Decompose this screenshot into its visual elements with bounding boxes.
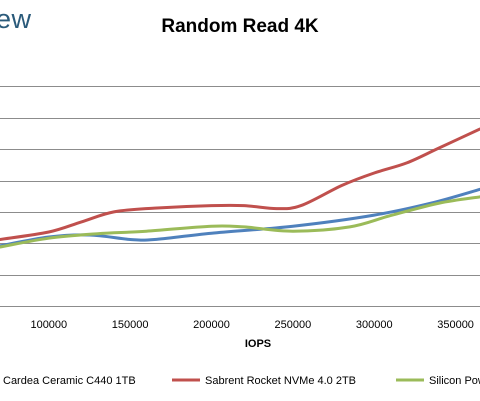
legend-label: Cardea Ceramic C440 1TB [3,375,136,387]
series-line-1 [0,187,480,248]
legend-item: Sabrent Rocket NVMe 4.0 2TB [172,375,356,387]
series-line-3 [0,195,480,249]
x-tick-label: 100000 [30,319,67,331]
x-tick-label: 350000 [437,319,474,331]
x-tick-labels: 100000 150000 200000 250000 300000 350000 [30,319,473,331]
grid-lines [0,86,480,307]
chart-title: Random Read 4K [161,16,319,37]
series-line-2 [0,127,480,241]
legend-item: Cardea Ceramic C440 1TB [3,375,136,387]
legend-item: Silicon Power [396,375,480,387]
x-tick-label: 200000 [193,319,230,331]
legend-label: Sabrent Rocket NVMe 4.0 2TB [205,375,356,387]
x-tick-label: 150000 [112,319,149,331]
legend: Cardea Ceramic C440 1TB Sabrent Rocket NV… [3,375,480,387]
x-tick-label: 300000 [356,319,393,331]
x-tick-label: 250000 [275,319,312,331]
x-axis-label: IOPS [245,338,271,350]
legend-label: Silicon Power [429,375,480,387]
series-lines [0,127,480,249]
watermark-logo-text: ew [0,4,32,34]
